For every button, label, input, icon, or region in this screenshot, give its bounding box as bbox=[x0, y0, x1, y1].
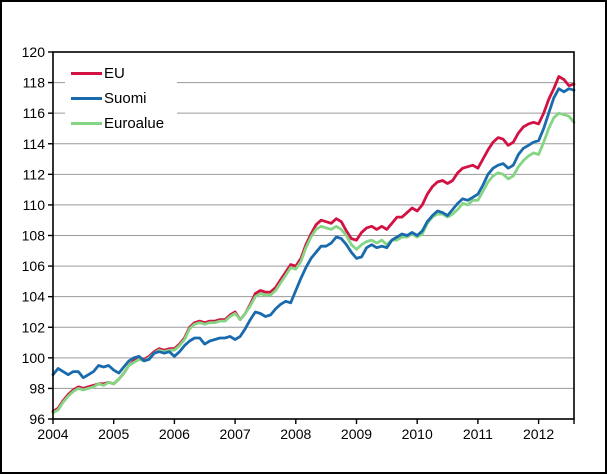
series-lines bbox=[51, 75, 576, 415]
svg-text:2007: 2007 bbox=[220, 426, 251, 442]
legend-label-suomi: Suomi bbox=[104, 89, 147, 107]
svg-text:2006: 2006 bbox=[159, 426, 190, 442]
svg-text:108: 108 bbox=[22, 228, 46, 244]
legend-label-euroalue: Euroalue bbox=[104, 114, 165, 132]
legend-item-suomi: Suomi bbox=[65, 86, 177, 110]
svg-text:106: 106 bbox=[22, 258, 46, 274]
svg-text:110: 110 bbox=[23, 197, 46, 213]
eu-line-swatch bbox=[71, 71, 102, 75]
x-axis-tick-labels: 2004 2005 2006 2007 2008 2009 2010 2011 2012 bbox=[37, 419, 575, 442]
svg-text:118: 118 bbox=[23, 75, 46, 91]
svg-text:120: 120 bbox=[22, 44, 46, 60]
svg-text:98: 98 bbox=[29, 380, 45, 396]
svg-text:2005: 2005 bbox=[98, 426, 129, 442]
svg-text:116: 116 bbox=[23, 105, 46, 121]
legend-item-eu: EU bbox=[65, 61, 177, 85]
svg-text:96: 96 bbox=[29, 411, 45, 427]
legend: EU Suomi Euroalue bbox=[65, 59, 177, 137]
svg-text:2011: 2011 bbox=[463, 426, 493, 442]
svg-text:104: 104 bbox=[22, 289, 46, 305]
svg-text:2010: 2010 bbox=[402, 426, 433, 442]
svg-text:2012: 2012 bbox=[523, 426, 554, 442]
y-axis-tick-labels: 96 98 100 102 104 106 108 110 112 114 116 118 120 bbox=[22, 44, 53, 427]
legend-item-euroalue: Euroalue bbox=[65, 111, 177, 135]
series-suomi-line bbox=[51, 87, 576, 380]
euroalue-line-swatch bbox=[71, 121, 102, 125]
suomi-line-swatch bbox=[71, 96, 102, 100]
legend-label-eu: EU bbox=[104, 64, 125, 82]
svg-text:2009: 2009 bbox=[341, 426, 372, 442]
series-euroalue-line bbox=[51, 111, 576, 415]
svg-text:114: 114 bbox=[23, 136, 46, 152]
svg-text:2004: 2004 bbox=[37, 426, 68, 442]
svg-text:102: 102 bbox=[22, 319, 46, 335]
svg-text:2008: 2008 bbox=[280, 426, 311, 442]
svg-text:112: 112 bbox=[23, 166, 46, 182]
svg-text:100: 100 bbox=[22, 350, 46, 366]
